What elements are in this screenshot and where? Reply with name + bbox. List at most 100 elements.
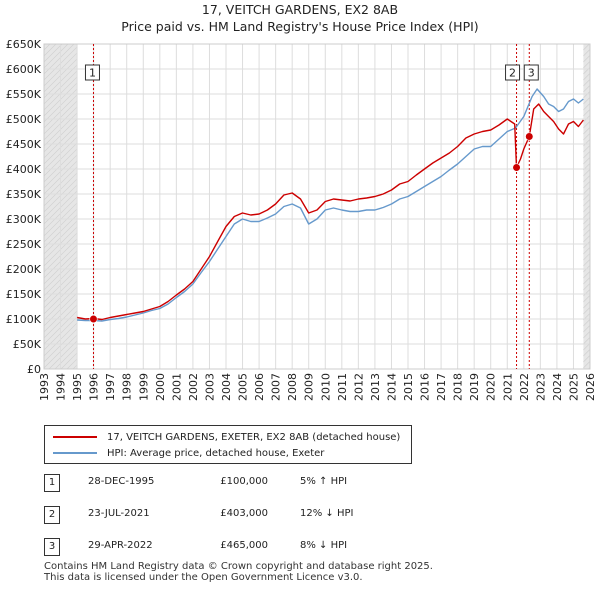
chart-title: 17, VEITCH GARDENS, EX2 8AB (202, 2, 398, 17)
transaction-date: 29-APR-2022 (88, 540, 153, 551)
legend-label-hpi: HPI: Average price, detached house, Exet… (107, 447, 325, 459)
hatch-line (583, 61, 591, 69)
x-tick-label: 2021 (501, 373, 514, 401)
hatch-line (583, 271, 591, 279)
transaction-label-number: 1 (89, 67, 96, 80)
hatch-line (583, 349, 591, 357)
hatch-line (583, 169, 591, 177)
x-tick-label: 2019 (468, 373, 481, 401)
hatch-line (583, 49, 591, 57)
footer-line-copyright: Contains HM Land Registry data © Crown c… (44, 561, 433, 572)
x-tick-label: 2011 (336, 373, 349, 401)
hatch-line (43, 43, 69, 69)
y-tick-label: £150K (6, 288, 42, 301)
legend-swatch-hpi (53, 452, 97, 454)
hatch-line (48, 340, 78, 370)
legend-swatch-property (53, 436, 97, 438)
x-tick-label: 2013 (369, 373, 382, 401)
transaction-point (525, 132, 534, 141)
chart-subtitle: Price paid vs. HM Land Registry's House … (121, 19, 478, 34)
plot-frame (43, 43, 591, 370)
hatch-line (583, 235, 591, 243)
hatch-line (583, 145, 591, 153)
hatch-line (583, 139, 591, 147)
x-tick-label: 2015 (402, 373, 415, 401)
series-line-hpi (77, 88, 584, 322)
x-tick-label: 1998 (121, 373, 134, 401)
y-tick-label: £450K (6, 138, 42, 151)
transaction-label-box (84, 64, 100, 81)
hatch-line (583, 121, 591, 129)
x-tick-label: 2003 (203, 373, 216, 401)
hatch-line (43, 43, 57, 57)
y-tick-label: £600K (6, 63, 42, 76)
y-tick-label: £250K (6, 238, 42, 251)
footer-attribution: Contains HM Land Registry data © Crown c… (44, 561, 433, 583)
hatch-line (583, 109, 591, 117)
x-tick-label: 1994 (55, 373, 68, 401)
hatch-line (583, 97, 591, 105)
y-tick-label: £400K (6, 163, 42, 176)
hatch-line (583, 259, 591, 267)
transaction-badge: 1 (44, 474, 60, 492)
transaction-point (89, 314, 98, 324)
x-tick-label: 1995 (71, 373, 84, 401)
x-tick-label: 2012 (352, 373, 365, 401)
y-tick-label: £100K (6, 313, 42, 326)
hatch-line (54, 346, 78, 370)
x-tick-label: 2005 (237, 373, 250, 401)
hatch-line (583, 319, 591, 327)
y-tick-label: £300K (6, 213, 42, 226)
legend-item-hpi: HPI: Average price, detached house, Exet… (53, 446, 324, 460)
hatch-line (583, 355, 591, 363)
hatch-line (583, 361, 591, 369)
table-row: 3 29-APR-2022 £465,000 8% ↓ HPI (44, 536, 414, 568)
x-tick-label: 1996 (88, 373, 101, 401)
transaction-date: 23-JUL-2021 (88, 508, 150, 519)
hatch-line (66, 358, 78, 370)
transaction-price: £403,000 (220, 508, 268, 519)
shade-after-data (583, 44, 590, 369)
transaction-badge: 2 (44, 506, 60, 524)
hatch-line (583, 67, 591, 75)
transaction-hpi-diff: 8% ↓ HPI (300, 540, 348, 551)
hatch-line (583, 277, 591, 285)
x-tick-label: 2004 (220, 373, 233, 401)
x-tick-label: 2020 (485, 373, 498, 401)
x-tick-label: 2009 (303, 373, 316, 401)
x-tick-label: 2001 (170, 373, 183, 401)
legend-item-property: 17, VEITCH GARDENS, EXETER, EX2 8AB (det… (53, 430, 400, 444)
x-tick-label: 2025 (567, 373, 580, 401)
y-tick-label: £550K (6, 88, 42, 101)
hatch-line (583, 289, 591, 297)
chart-legend: 17, VEITCH GARDENS, EXETER, EX2 8AB (det… (44, 425, 412, 464)
hatch-line (583, 295, 591, 303)
hatch-line (583, 85, 591, 93)
hatch-line (583, 151, 591, 159)
legend-label-property: 17, VEITCH GARDENS, EXETER, EX2 8AB (det… (107, 431, 401, 443)
transaction-price: £465,000 (220, 540, 268, 551)
x-tick-label: 2016 (419, 373, 432, 401)
transaction-label-number: 2 (509, 67, 516, 80)
transaction-hpi-diff: 12% ↓ HPI (300, 508, 354, 519)
hatch-line (583, 283, 591, 291)
hatch-line (583, 79, 591, 87)
hatch-line (583, 157, 591, 165)
hatch-line (583, 325, 591, 333)
transaction-label-number: 3 (528, 67, 535, 80)
x-tick-label: 2000 (154, 373, 167, 401)
x-tick-label: 2026 (584, 373, 597, 401)
transaction-badge: 3 (44, 538, 60, 556)
hatch-line (583, 217, 591, 225)
transactions-table: 1 28-DEC-1995 £100,000 5% ↑ HPI 2 23-JUL… (44, 472, 414, 568)
y-tick-label: £500K (6, 113, 42, 126)
footer-line-licence: This data is licensed under the Open Gov… (44, 572, 363, 583)
hatch-line (583, 301, 591, 309)
hatch-line (583, 211, 591, 219)
hatch-line (583, 181, 591, 189)
x-tick-label: 2018 (452, 373, 465, 401)
hatch-line (583, 187, 591, 195)
transaction-point (512, 163, 521, 172)
hatch-line (583, 205, 591, 213)
x-tick-label: 2008 (286, 373, 299, 401)
